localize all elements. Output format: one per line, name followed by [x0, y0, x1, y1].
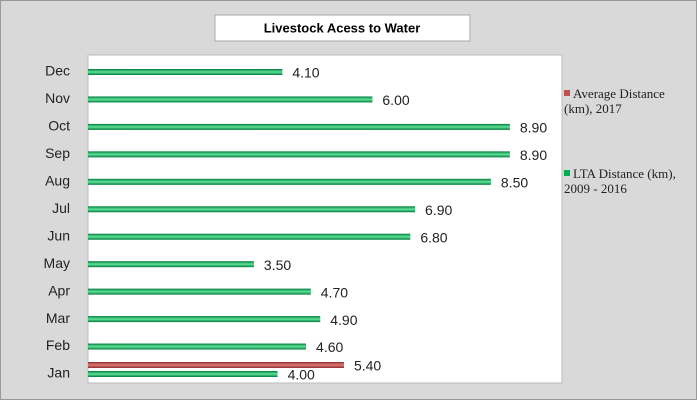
value-label: 8.50	[501, 175, 528, 191]
value-label: 6.90	[425, 202, 452, 218]
y-tick-label: May	[44, 255, 70, 271]
value-label: 8.90	[520, 147, 547, 163]
value-label: 8.90	[520, 120, 547, 136]
legend-item: Average Distance (km), 2017	[564, 86, 696, 116]
y-tick-label: Mar	[46, 310, 70, 326]
y-tick-label: Jun	[47, 227, 70, 243]
bar	[88, 362, 344, 368]
y-tick-label: Dec	[45, 63, 70, 79]
y-tick-label: Aug	[45, 173, 70, 189]
bar	[88, 123, 510, 130]
legend-item: LTA Distance (km), 2009 - 2016	[564, 166, 696, 196]
y-tick-label: Feb	[46, 337, 70, 353]
value-label: 6.00	[382, 92, 409, 108]
chart-title: Livestock Acess to Water	[264, 20, 421, 35]
bar	[88, 371, 278, 377]
value-label: 5.40	[354, 358, 381, 374]
y-tick-label: Jan	[47, 365, 70, 381]
y-tick-label: Nov	[45, 90, 70, 106]
bar	[88, 316, 321, 323]
y-tick-label: Sep	[45, 145, 70, 161]
value-label: 4.90	[330, 312, 357, 328]
legend-label: Average Distance (km), 2017	[564, 86, 665, 116]
bar	[88, 151, 510, 158]
bar	[88, 178, 491, 185]
value-label: 4.70	[321, 284, 348, 300]
legend-swatch	[564, 90, 570, 96]
value-label: 3.50	[264, 257, 291, 273]
y-tick-label: Jul	[52, 200, 70, 216]
value-label: 4.00	[288, 367, 315, 383]
value-label: 6.80	[420, 229, 447, 245]
plot-area	[87, 54, 563, 384]
bar	[88, 261, 254, 268]
bar	[88, 206, 416, 213]
legend-label: LTA Distance (km), 2009 - 2016	[564, 166, 676, 196]
bar	[88, 288, 311, 295]
bar	[88, 96, 373, 103]
bar	[88, 343, 307, 350]
bar	[88, 69, 283, 75]
title-box	[214, 14, 471, 42]
legend-swatch	[564, 170, 570, 176]
y-tick-label: Apr	[48, 282, 70, 298]
value-label: 4.10	[292, 65, 319, 81]
value-label: 4.60	[316, 339, 343, 355]
y-tick-label: Oct	[48, 118, 70, 134]
bar	[88, 233, 411, 240]
